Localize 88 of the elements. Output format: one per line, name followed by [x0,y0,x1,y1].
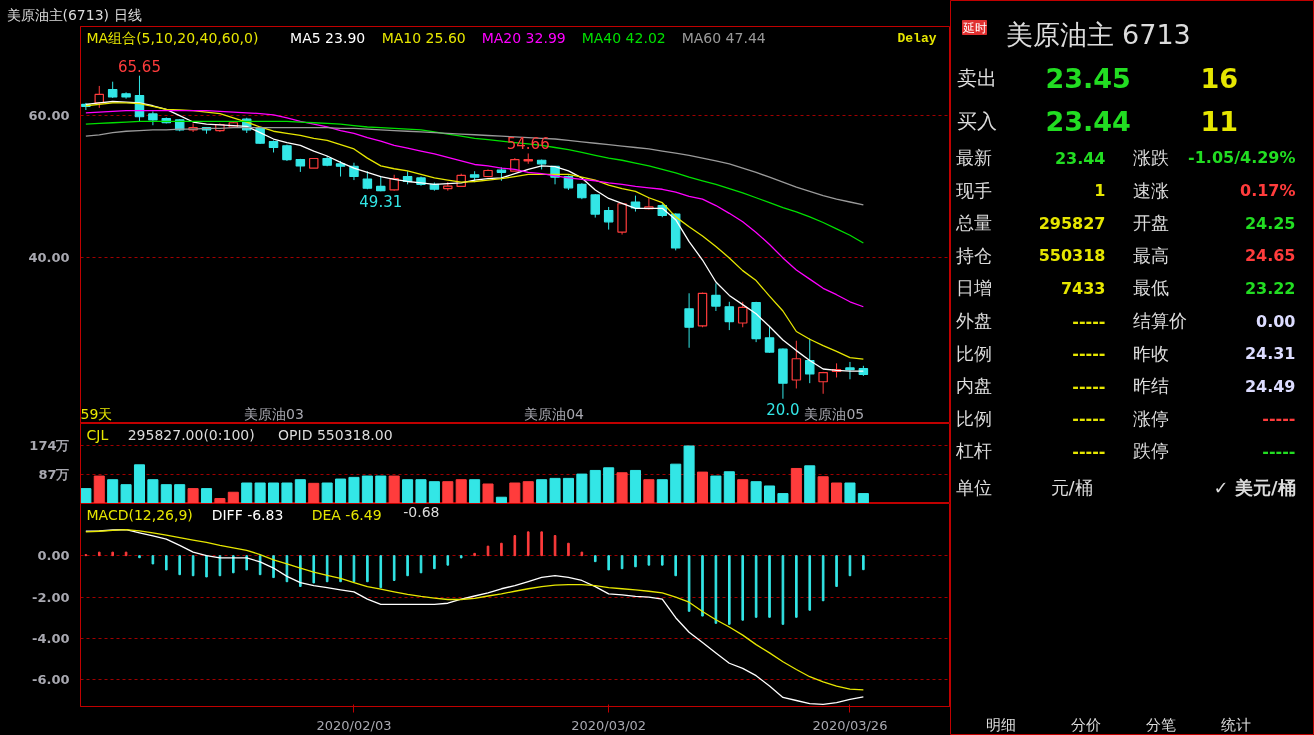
annotation: 20.0 [766,400,800,419]
text: 总量 [954,212,992,234]
text: 最低 [1132,277,1169,299]
annotation: 美原油05 [804,405,865,422]
text: ----- [1072,311,1106,331]
text: 卖出 [956,65,997,90]
text: MA20 32.99 [481,29,566,46]
annotation: 美原油03 [244,405,304,422]
text: 美原油主 6713 [1005,19,1191,50]
text: 杠杆 [954,440,992,462]
text: 295827 [1038,213,1106,233]
x-tick-label: 2020/03/26 [812,717,888,733]
y-tick-label: -6.00 [32,672,70,688]
text: DIFF -6.83 [211,506,284,523]
y-tick-label: -4.00 [32,630,70,646]
text: ----- [1072,344,1106,364]
text: ----- [1072,376,1106,396]
text: MA5 23.90 [290,29,366,46]
text: 明细 [985,715,1016,734]
text: ----- [1072,409,1106,429]
text: 最新 [955,147,992,168]
text: 23.44 [1045,105,1131,137]
text: 跌停 [1132,440,1169,462]
y-tick-label: 87万 [38,467,70,483]
text: 0.17% [1239,180,1296,200]
annotation: 美原油04 [524,405,585,422]
text: 速涨 [1132,179,1169,201]
text: 比例 [955,407,992,429]
text: 16 [1200,62,1239,94]
text: 内盘 [955,375,992,397]
text: 1 [1094,181,1106,201]
text: 分笔 [1145,715,1176,734]
text: Delay [897,30,937,46]
annotation: 49.31 [359,193,403,212]
text: ✓ 美元/桶 [1213,477,1296,498]
text: 最高 [1132,244,1169,266]
y-tick-label: -2.00 [32,589,70,605]
x-tick-label: 2020/03/02 [571,717,647,733]
text: 日增 [955,277,992,299]
text: 23.44 [1054,148,1106,168]
text: 持仓 [955,244,992,266]
text: 结算价 [1132,310,1187,331]
text: 24.49 [1244,376,1296,396]
text: 统计 [1220,715,1251,734]
text: 昨结 [1132,375,1169,397]
text: 比例 [955,342,992,364]
chart-subtitle: MA组合(5,10,20,40,60,0) [86,29,259,46]
text: ----- [1262,441,1296,461]
annotation: 295827.00(0:100) [127,426,255,443]
text: DEA -6.49 [311,506,382,523]
y-tick-label: 174万 [29,438,70,454]
text: 现手 [955,179,992,201]
text: 0.00 [1256,311,1296,331]
y-tick-label: 60.00 [28,108,70,124]
text: 昨收 [1132,342,1169,364]
chart-title: CJL [86,426,109,443]
x-tick-label: 2020/02/03 [316,717,392,733]
text: 7433 [1060,278,1106,298]
text: 550318 [1038,246,1106,266]
annotation: -0.68 [403,503,440,520]
text: 元/桶 [1050,477,1093,498]
annotation: 65.65 [118,57,161,76]
text: MA60 47.44 [681,29,766,46]
text: 24.25 [1244,213,1296,233]
chart-title: MACD(12,26,9) [86,506,193,523]
text: 24.65 [1244,246,1296,266]
text: 24.31 [1244,344,1296,364]
text: 涨跌 [1132,147,1169,168]
text: 单位 [955,477,992,498]
text: ----- [1072,441,1106,461]
annotation: OPID 550318.00 [278,426,393,443]
text: ----- [1262,409,1296,429]
text: 开盘 [1132,212,1169,234]
y-tick-label: 40.00 [28,249,70,265]
text: MA40 42.02 [581,29,666,46]
text: 涨停 [1132,407,1169,429]
text: MA10 25.60 [381,29,466,46]
text: 买入 [956,108,997,133]
text: 外盘 [955,310,992,331]
chart-title: 美原油主(6713) 日线 [6,6,142,23]
text: 延时 [961,20,987,35]
text: 23.22 [1244,278,1296,298]
text: -1.05/4.29% [1188,148,1296,167]
y-tick-label: 0.00 [37,548,70,564]
text: 分价 [1070,715,1101,734]
text: 23.45 [1045,62,1131,94]
annotation: 59天 [80,405,113,422]
text: 11 [1200,105,1239,137]
